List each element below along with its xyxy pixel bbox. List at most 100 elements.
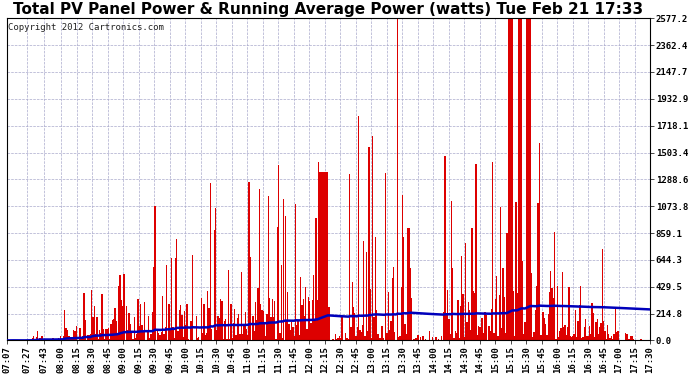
Bar: [382, 339, 384, 340]
Bar: [393, 267, 394, 340]
Bar: [431, 338, 433, 340]
Bar: [166, 265, 167, 340]
Bar: [501, 328, 502, 340]
Bar: [366, 252, 367, 340]
Bar: [317, 300, 318, 340]
Bar: [48, 339, 50, 340]
Bar: [496, 276, 497, 340]
Bar: [197, 338, 198, 340]
Bar: [284, 216, 286, 340]
Bar: [81, 338, 82, 340]
Bar: [146, 331, 148, 340]
Text: Copyright 2012 Cartronics.com: Copyright 2012 Cartronics.com: [8, 23, 164, 32]
Bar: [318, 162, 319, 340]
Bar: [175, 258, 176, 340]
Bar: [480, 318, 482, 340]
Bar: [242, 334, 244, 340]
Bar: [433, 339, 434, 340]
Bar: [206, 333, 207, 340]
Bar: [300, 276, 302, 340]
Bar: [615, 309, 616, 340]
Bar: [526, 18, 527, 340]
Bar: [586, 336, 588, 340]
Bar: [95, 334, 96, 340]
Bar: [174, 338, 175, 340]
Bar: [184, 310, 185, 340]
Bar: [580, 286, 581, 340]
Bar: [239, 334, 241, 340]
Bar: [275, 339, 277, 340]
Bar: [226, 339, 228, 340]
Bar: [497, 336, 499, 340]
Bar: [608, 334, 609, 340]
Bar: [429, 331, 431, 340]
Bar: [104, 339, 106, 340]
Bar: [211, 329, 213, 340]
Bar: [190, 321, 192, 340]
Bar: [482, 318, 483, 340]
Bar: [510, 18, 511, 340]
Bar: [176, 238, 177, 340]
Bar: [153, 267, 155, 340]
Bar: [440, 336, 442, 340]
Bar: [69, 336, 70, 340]
Bar: [455, 331, 456, 340]
Bar: [353, 307, 354, 340]
Bar: [606, 339, 607, 340]
Bar: [179, 310, 180, 340]
Bar: [416, 338, 417, 340]
Bar: [517, 293, 518, 340]
Bar: [141, 325, 143, 340]
Bar: [216, 330, 217, 340]
Bar: [408, 228, 410, 340]
Bar: [406, 334, 407, 340]
Bar: [144, 302, 145, 340]
Bar: [75, 331, 76, 340]
Bar: [388, 292, 389, 340]
Bar: [602, 249, 603, 340]
Bar: [508, 18, 509, 340]
Bar: [375, 237, 376, 340]
Bar: [91, 290, 92, 340]
Bar: [506, 232, 508, 340]
Bar: [263, 310, 264, 340]
Bar: [51, 339, 52, 340]
Bar: [97, 339, 99, 340]
Bar: [514, 336, 515, 340]
Bar: [296, 325, 297, 340]
Bar: [573, 334, 575, 340]
Bar: [233, 323, 234, 340]
Bar: [362, 325, 363, 340]
Bar: [361, 332, 362, 340]
Bar: [124, 274, 125, 340]
Bar: [313, 275, 314, 340]
Bar: [220, 299, 221, 340]
Bar: [582, 337, 584, 340]
Bar: [533, 332, 535, 340]
Bar: [328, 307, 330, 340]
Bar: [128, 313, 130, 340]
Bar: [370, 289, 371, 340]
Bar: [518, 18, 519, 340]
Bar: [302, 299, 304, 340]
Bar: [389, 330, 391, 340]
Bar: [595, 322, 597, 340]
Bar: [159, 335, 161, 340]
Bar: [464, 337, 465, 340]
Bar: [550, 272, 551, 340]
Bar: [321, 172, 322, 340]
Bar: [83, 293, 85, 340]
Bar: [148, 316, 149, 340]
Bar: [578, 305, 580, 340]
Bar: [41, 336, 42, 340]
Bar: [545, 324, 546, 340]
Bar: [293, 336, 295, 340]
Bar: [502, 268, 504, 340]
Bar: [238, 314, 239, 340]
Bar: [511, 18, 513, 340]
Bar: [478, 326, 480, 340]
Bar: [247, 335, 248, 340]
Bar: [377, 334, 379, 340]
Bar: [305, 288, 306, 340]
Bar: [477, 335, 478, 340]
